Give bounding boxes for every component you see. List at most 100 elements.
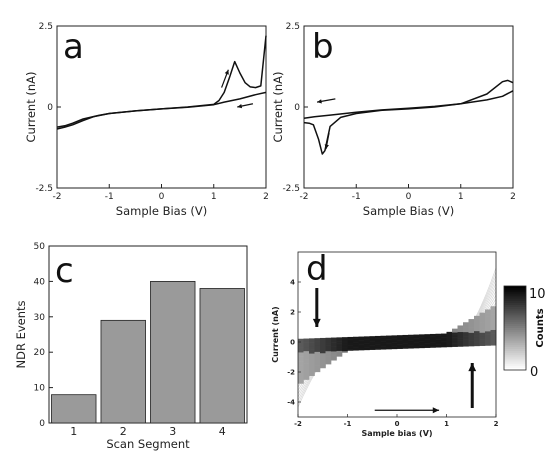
panel-d-cell [391, 344, 398, 347]
panel-d-cell [419, 342, 425, 345]
panel-d-cell [331, 348, 337, 352]
panel-d-cell [430, 343, 436, 346]
colorbar-step [504, 349, 526, 352]
panel-d-cell [468, 324, 475, 328]
panel-d-cell [375, 341, 381, 343]
panel-d-cell [347, 346, 354, 349]
panel-d-cell [474, 324, 480, 329]
colorbar-step [504, 365, 526, 369]
panel-d-cell [430, 342, 436, 344]
panel-d-cell [419, 337, 425, 339]
panel-d-ytick-label: 0 [290, 339, 295, 347]
panel-d-cell [380, 345, 387, 347]
panel-b-curves [303, 79, 514, 155]
panel-b-y-axis-label: Current (nA) [271, 72, 285, 143]
pb-ytick-label: -2.5 [282, 184, 300, 194]
panel-d-cell [391, 338, 398, 340]
panel-d-cell [391, 343, 398, 346]
colorbar-step [504, 321, 526, 325]
panel-d-cell [380, 335, 387, 338]
panel-d-cell [397, 335, 403, 337]
panel-d-cell [408, 334, 414, 337]
pb-ytick-label: 2.5 [286, 22, 300, 32]
panel-d-cell [353, 344, 359, 347]
colorbar-step [504, 330, 526, 333]
panel-d-cell [309, 345, 315, 350]
panel-d-cell [408, 345, 414, 348]
panel-d-cell [369, 342, 376, 345]
panel-d-cell [391, 342, 398, 344]
panel-d-cell [325, 361, 332, 365]
panel-d-cell [336, 346, 343, 350]
panel-d-cell [303, 342, 310, 348]
colorbar-step [504, 332, 526, 335]
colorbar-step [504, 313, 526, 316]
panel-d-cell [463, 343, 469, 347]
panel-d-cell [446, 345, 453, 348]
colorbar-label: Counts [535, 308, 546, 347]
panel-d-cell [435, 340, 442, 343]
panel-d-cell [468, 319, 475, 323]
panel-d-cell [364, 343, 370, 345]
panel-d-cell [347, 336, 354, 339]
panel-d-cell [347, 343, 354, 346]
panel-d-cell [314, 344, 321, 349]
panel-d-cell [490, 310, 497, 315]
panel-d-cell [402, 341, 409, 344]
panel-d-cell [298, 370, 304, 375]
panel-d-cell [457, 327, 464, 330]
panel-d-cell [413, 338, 420, 341]
panel-d-cell [424, 336, 431, 339]
panel-d-cell [320, 355, 326, 360]
pa-xtick-label: 0 [159, 192, 165, 202]
panel-d-cell [490, 325, 497, 330]
panel-d-cell [463, 334, 469, 337]
panel-d-cell [303, 359, 310, 364]
colorbar-step [504, 344, 526, 348]
panel-d-cell [474, 339, 480, 344]
panel-d-cell [424, 338, 431, 340]
panel-d-cell [331, 355, 337, 359]
panel-d-cell [342, 350, 348, 353]
panel-d-cell [364, 340, 370, 343]
panel-d-cell [314, 341, 321, 346]
panel-d-cell [474, 336, 480, 341]
panel-d-cell [402, 347, 409, 349]
panel-d-cell [342, 347, 348, 350]
panel-d-cell [446, 337, 453, 340]
panel-d-down-arrow-head [312, 318, 321, 327]
pa-ytick-label: 0 [47, 103, 53, 113]
panel-d-ytick-label: 2 [290, 309, 295, 317]
panel-d-cell [342, 340, 348, 343]
panel-d-xtick-label: -1 [344, 420, 352, 428]
panel-d-cell [331, 357, 337, 361]
panel-d-cell [386, 346, 392, 348]
panel-d-cell [391, 336, 398, 339]
pa-xtick-label: -2 [53, 192, 62, 202]
colorbar-step [504, 357, 526, 360]
panel-d-cell [353, 346, 359, 348]
panel-d-cell [358, 340, 365, 343]
panel-d-cell [347, 345, 354, 347]
panel-c-ytick-label: 40 [34, 277, 46, 287]
panel-d-cell [441, 337, 447, 340]
panel-d-cell [369, 345, 376, 348]
panel-d-cell [479, 312, 486, 317]
panel-d-cell [386, 340, 392, 343]
panel-d-cell [314, 338, 321, 342]
panel-b: b -2 -1 0 1 2 2.5 0 -2.5 Sample Bias (V) Curren… [271, 22, 516, 218]
panel-d-cell [457, 329, 464, 333]
panel-d-cell [452, 330, 458, 333]
panel-c-frame [48, 245, 248, 424]
panel-d-cell [325, 353, 332, 357]
panel-d-cell [402, 336, 409, 338]
panel-d-cell [358, 344, 365, 347]
panel-d-cell [325, 343, 332, 346]
panel-d-cell [342, 338, 348, 341]
panel-d-cell [441, 334, 447, 337]
panel-d-cell [375, 337, 381, 339]
panel-d-ytick-label: -4 [287, 399, 295, 407]
panel-d-cell [353, 339, 359, 342]
panel-d-cell [474, 342, 480, 347]
panel-d-cell [441, 343, 447, 345]
